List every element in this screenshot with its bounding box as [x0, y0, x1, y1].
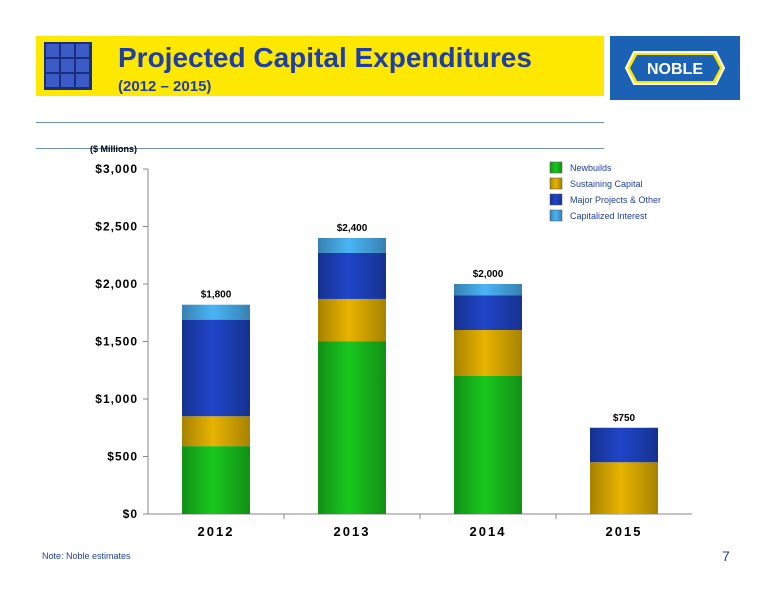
bar-sustaining-capital-2012	[182, 416, 250, 447]
x-tick-label: 2014	[470, 524, 507, 539]
legend-label-sustaining-capital: Sustaining Capital	[570, 179, 643, 189]
legend-swatch-newbuilds	[549, 161, 563, 174]
legend-label-newbuilds: Newbuilds	[570, 163, 612, 173]
x-tick-label: 2013	[334, 524, 371, 539]
bar-sustaining-capital-2015	[590, 462, 658, 514]
bar-sustaining-capital-2014	[454, 330, 522, 376]
y-tick-label: $0	[123, 507, 138, 521]
bar-major-projects-other-2014	[454, 295, 522, 330]
bar-total-label: $1,800	[201, 290, 232, 301]
y-tick-label: $500	[107, 450, 138, 464]
bar-newbuilds-2014	[454, 376, 522, 514]
bar-major-projects-other-2015	[590, 427, 658, 463]
brand-logo-text: NOBLE	[647, 61, 703, 78]
grid-logo-icon	[44, 42, 92, 90]
bar-newbuilds-2013	[318, 341, 386, 514]
page-number: 7	[722, 548, 730, 564]
divider-line	[36, 148, 604, 149]
legend-swatch-sustaining-capital	[549, 177, 563, 190]
bar-total-label: $2,000	[473, 269, 504, 280]
brand-logo-icon: NOBLE	[624, 51, 726, 85]
y-tick-label: $1,500	[95, 335, 138, 349]
x-tick-label: 2015	[606, 524, 643, 539]
bar-major-projects-other-2013	[318, 252, 386, 299]
footnote: Note: Noble estimates	[42, 551, 131, 561]
legend-label-major-projects-other: Major Projects & Other	[570, 195, 661, 205]
y-tick-label: $2,000	[95, 277, 138, 291]
legend-swatch-capitalized-interest	[549, 209, 563, 222]
bar-capitalized-interest-2013	[318, 238, 386, 253]
bar-total-label: $2,400	[337, 223, 368, 234]
title-banner: Projected Capital Expenditures (2012 – 2…	[36, 36, 604, 96]
bar-newbuilds-2012	[182, 446, 250, 514]
y-tick-label: $2,500	[95, 220, 138, 234]
bar-major-projects-other-2012	[182, 319, 250, 417]
bar-sustaining-capital-2013	[318, 298, 386, 342]
unit-label: ($ Millions)	[90, 144, 137, 154]
divider-line	[36, 122, 604, 123]
bar-capitalized-interest-2014	[454, 284, 522, 296]
y-tick-label: $3,000	[95, 162, 138, 176]
legend-swatch-major-projects-other	[549, 193, 563, 206]
bar-total-label: $750	[613, 413, 636, 424]
brand-logo: NOBLE	[610, 36, 740, 100]
x-tick-label: 2012	[198, 524, 235, 539]
y-tick-label: $1,000	[95, 392, 138, 406]
page-title: Projected Capital Expenditures	[118, 42, 532, 73]
legend-label-capitalized-interest: Capitalized Interest	[570, 211, 648, 221]
page-subtitle: (2012 – 2015)	[118, 78, 212, 95]
bar-capitalized-interest-2012	[182, 304, 250, 320]
